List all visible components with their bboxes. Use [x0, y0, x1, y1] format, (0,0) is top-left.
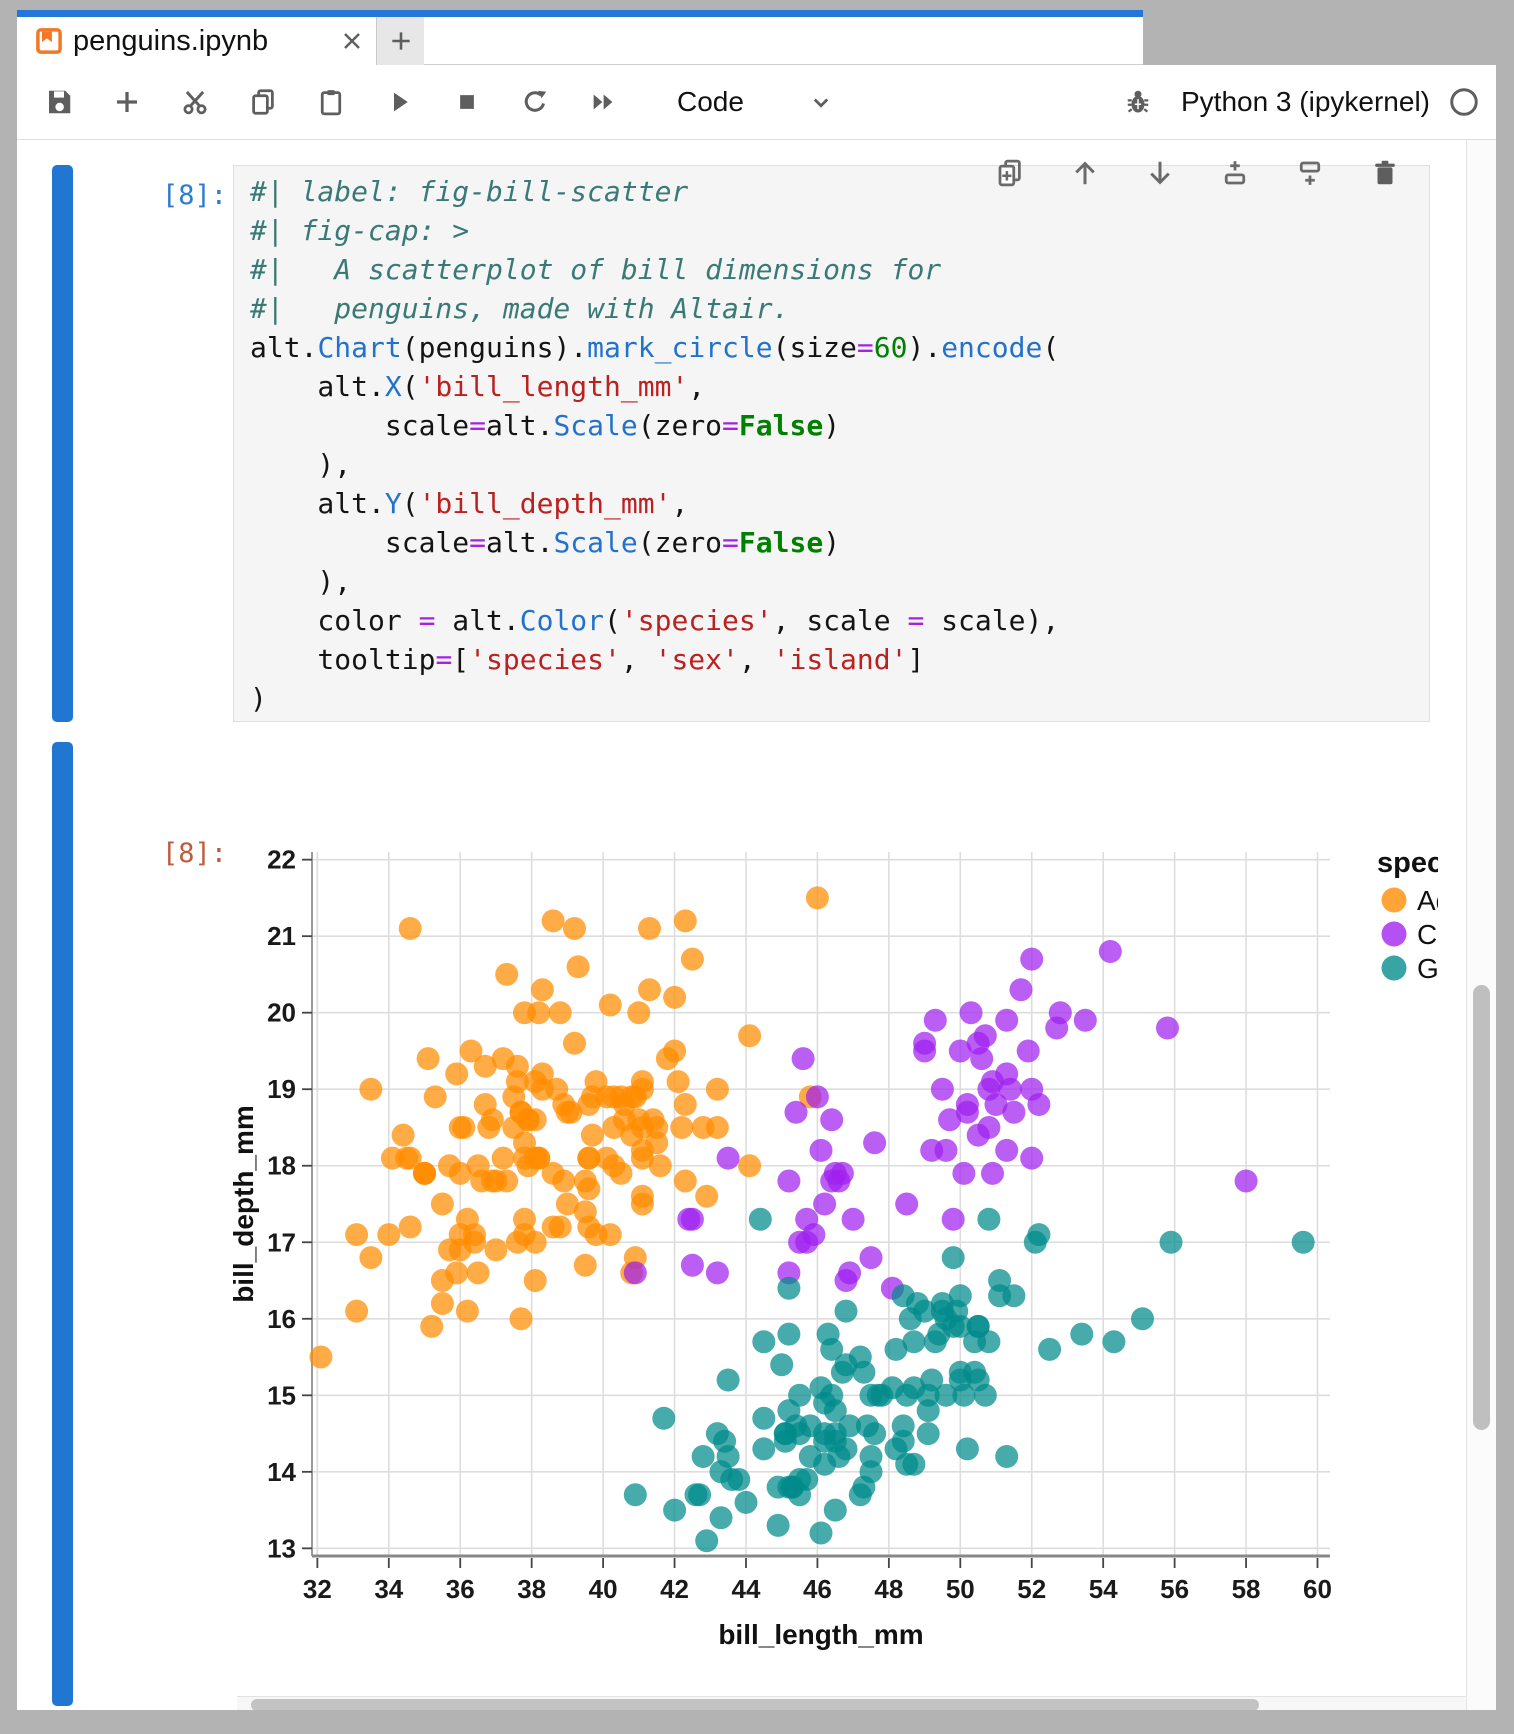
svg-text:42: 42: [660, 1574, 689, 1604]
new-tab-button[interactable]: [377, 17, 424, 65]
save-icon: [49, 90, 71, 114]
insert-cell-icon: [117, 92, 137, 112]
insert-cell-below-button[interactable]: [1295, 158, 1325, 188]
svg-text:46: 46: [803, 1574, 832, 1604]
duplicate-cell-icon: [998, 159, 1021, 187]
cell-toolbar: [995, 158, 1445, 188]
notebook-toolbar: Code Python 3 (ipykernel): [17, 65, 1496, 140]
copy-cells-icon: [252, 89, 274, 115]
svg-text:48: 48: [874, 1574, 903, 1604]
svg-text:13: 13: [267, 1533, 296, 1563]
notebook-content: [8]: #| label: fig-bill-scatter #| fig-ca…: [17, 140, 1496, 1710]
insert-cell-above-icon: [1224, 161, 1246, 185]
svg-text:18: 18: [267, 1151, 296, 1181]
code-cell-source[interactable]: #| label: fig-bill-scatter #| fig-cap: > #…: [250, 175, 1060, 715]
kernel-name[interactable]: Python 3 (ipykernel): [1180, 86, 1430, 117]
svg-text:16: 16: [267, 1304, 296, 1334]
cut-cells-button[interactable]: [179, 86, 211, 118]
input-prompt: [8]:: [161, 180, 227, 211]
svg-text:60: 60: [1303, 1574, 1332, 1604]
svg-text:36: 36: [446, 1574, 475, 1604]
kernel-status-circle-icon: [1448, 86, 1480, 118]
svg-text:19: 19: [267, 1074, 296, 1104]
tabbar-empty-area: [1143, 10, 1496, 65]
svg-text:58: 58: [1232, 1574, 1261, 1604]
svg-text:52: 52: [1017, 1574, 1046, 1604]
active-tab-accent-bar: [17, 10, 1143, 17]
svg-text:40: 40: [589, 1574, 618, 1604]
delete-cell-icon: [1375, 160, 1395, 185]
vertical-scrollbar-thumb[interactable]: [1473, 985, 1490, 1430]
dropdown-chevron-icon[interactable]: [806, 87, 836, 117]
insert-cell-above-button[interactable]: [1220, 158, 1250, 188]
interrupt-kernel-button[interactable]: [451, 86, 483, 118]
restart-run-all-icon: [593, 94, 613, 110]
move-cell-up-icon: [1075, 161, 1095, 185]
notebook-panel: penguins.ipynb: [17, 10, 1496, 1710]
svg-text:species: species: [1377, 847, 1438, 879]
debugger-bug-icon: [1127, 90, 1149, 113]
close-icon[interactable]: [340, 29, 364, 53]
svg-text:38: 38: [517, 1574, 546, 1604]
tab-title: penguins.ipynb: [73, 24, 269, 57]
run-icon: [394, 92, 408, 112]
code-cell-editor[interactable]: [233, 165, 1430, 722]
svg-text:bill_depth_mm: bill_depth_mm: [233, 1105, 259, 1303]
run-button[interactable]: [383, 86, 415, 118]
output-area: 32 34 36 38 40 42 44 46 48 50 52 54 56 58 60 13 14 15 16 17…: [233, 760, 1438, 1680]
svg-text:bill_length_mm: bill_length_mm: [718, 1619, 923, 1650]
svg-text:14: 14: [267, 1457, 296, 1487]
debugger-button[interactable]: [1123, 86, 1155, 118]
svg-text:22: 22: [267, 845, 296, 875]
svg-text:50: 50: [946, 1574, 975, 1604]
svg-text:Chinstrap: Chinstrap: [1417, 919, 1438, 950]
vertical-scrollbar[interactable]: [1466, 140, 1496, 1710]
svg-text:21: 21: [267, 921, 296, 951]
svg-text:Adelie: Adelie: [1417, 885, 1438, 916]
tab-penguins-ipynb[interactable]: penguins.ipynb: [17, 17, 377, 65]
paste-cells-icon: [320, 90, 342, 116]
paste-cells-button[interactable]: [315, 86, 347, 118]
svg-text:17: 17: [267, 1227, 296, 1257]
svg-text:32: 32: [303, 1574, 332, 1604]
svg-text:34: 34: [374, 1574, 403, 1604]
horizontal-scrollbar-thumb[interactable]: [251, 1699, 1259, 1710]
delete-cell-button[interactable]: [1370, 158, 1400, 188]
restart-kernel-icon: [524, 90, 547, 112]
cut-cells-icon: [183, 91, 207, 115]
output-prompt: [8]:: [161, 838, 227, 869]
move-cell-down-button[interactable]: [1145, 158, 1175, 188]
insert-cell-button[interactable]: [111, 86, 143, 118]
interrupt-kernel-icon: [460, 95, 474, 109]
svg-text:44: 44: [732, 1574, 761, 1604]
new-tab-icon: [391, 32, 410, 50]
insert-cell-below-icon: [1299, 161, 1321, 185]
svg-text:Gentoo: Gentoo: [1417, 953, 1438, 984]
output-collapser[interactable]: [52, 742, 73, 1706]
svg-text:54: 54: [1089, 1574, 1118, 1604]
svg-text:56: 56: [1160, 1574, 1189, 1604]
notebook-icon: [35, 27, 63, 55]
copy-cells-button[interactable]: [247, 86, 279, 118]
duplicate-cell-button[interactable]: [995, 158, 1025, 188]
restart-kernel-button[interactable]: [519, 86, 551, 118]
horizontal-scrollbar[interactable]: [237, 1696, 1480, 1710]
cell-type-dropdown[interactable]: Code: [677, 86, 744, 117]
svg-text:15: 15: [267, 1380, 296, 1410]
move-cell-up-button[interactable]: [1070, 158, 1100, 188]
input-collapser[interactable]: [52, 165, 73, 722]
tab-bar: penguins.ipynb: [17, 17, 1143, 65]
restart-run-all-button[interactable]: [587, 86, 619, 118]
move-cell-down-icon: [1150, 161, 1170, 185]
svg-text:20: 20: [267, 998, 296, 1028]
save-button[interactable]: [43, 86, 75, 118]
scatter-chart: 32 34 36 38 40 42 44 46 48 50 52 54 56 58 60 13 14 15 16 17…: [233, 845, 1438, 1650]
